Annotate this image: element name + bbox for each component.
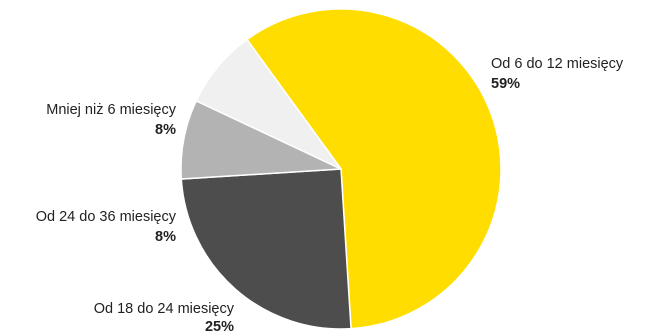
pie-labels: Od 6 do 12 miesięcy 59% Od 18 do 24 mies… bbox=[36, 56, 624, 334]
pie-slice-1 bbox=[180, 168, 352, 330]
pie-slice-3 bbox=[195, 38, 342, 170]
slice-label-value: 8% bbox=[155, 229, 176, 245]
slice-label-name: Od 6 do 12 miesięcy bbox=[491, 56, 624, 72]
slice-label-name: Mniej niż 6 miesięcy bbox=[46, 102, 176, 118]
slice-label-value: 59% bbox=[491, 76, 520, 92]
pie-slice-0 bbox=[245, 8, 502, 330]
slice-label-value: 25% bbox=[205, 319, 234, 334]
slice-label-name: Od 18 do 24 miesięcy bbox=[94, 301, 235, 317]
pie-slices bbox=[180, 8, 502, 330]
slice-label-name: Od 24 do 36 miesięcy bbox=[36, 209, 177, 225]
slice-label-value: 8% bbox=[155, 122, 176, 138]
